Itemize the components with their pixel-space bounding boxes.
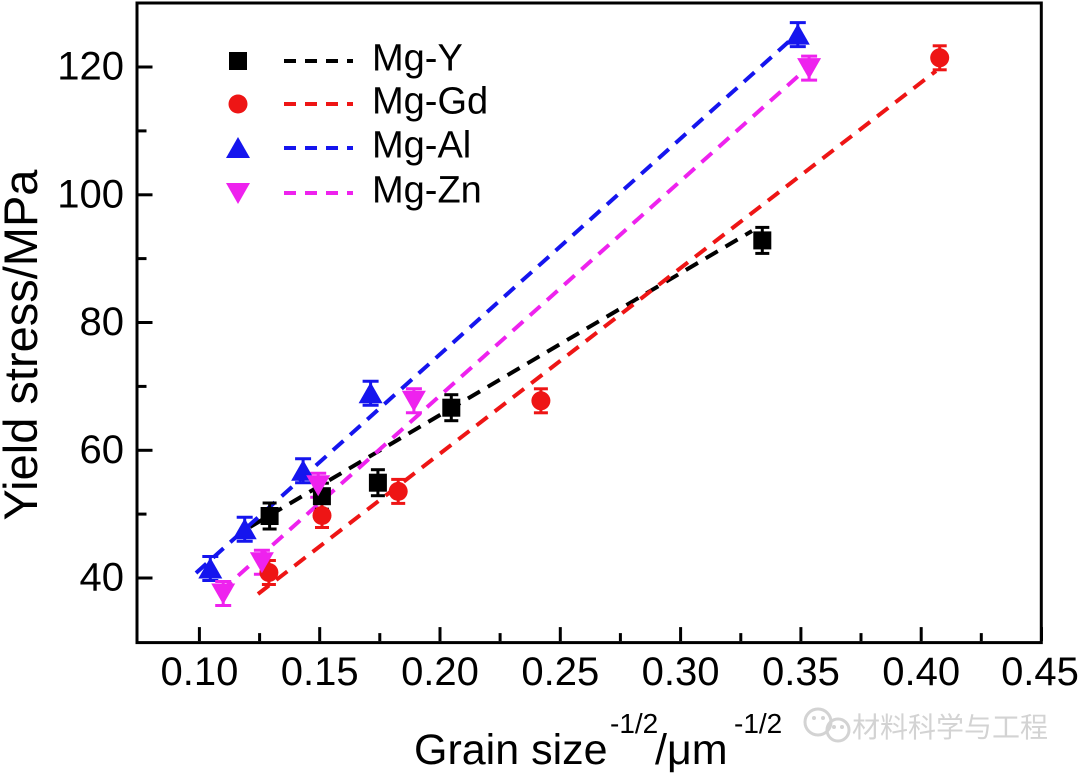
svg-text:Mg-Gd: Mg-Gd [372,81,488,123]
svg-text:-1/2: -1/2 [734,708,782,739]
svg-text:100: 100 [57,172,124,216]
svg-text:-1/2: -1/2 [610,708,658,739]
svg-text:0.15: 0.15 [281,650,359,694]
svg-text:120: 120 [57,45,124,89]
svg-text:Grain size: Grain size [414,726,608,774]
svg-text:Mg-Al: Mg-Al [372,125,471,167]
svg-text:/μm: /μm [655,726,728,774]
svg-text:0.35: 0.35 [762,650,840,694]
svg-text:60: 60 [80,428,125,472]
svg-text:0.20: 0.20 [401,650,479,694]
svg-text:0.30: 0.30 [642,650,720,694]
svg-text:0.40: 0.40 [882,650,960,694]
svg-text:80: 80 [80,300,125,344]
svg-text:Mg-Zn: Mg-Zn [372,170,482,212]
svg-text:材料科学与工程: 材料科学与工程 [852,712,1048,743]
svg-text:0.45: 0.45 [1001,650,1079,694]
svg-text:0.10: 0.10 [160,650,238,694]
svg-text:Mg-Y: Mg-Y [372,38,463,80]
svg-text:Yield stress/MPa: Yield stress/MPa [0,169,47,521]
svg-text:40: 40 [80,556,125,600]
svg-text:0.25: 0.25 [521,650,599,694]
